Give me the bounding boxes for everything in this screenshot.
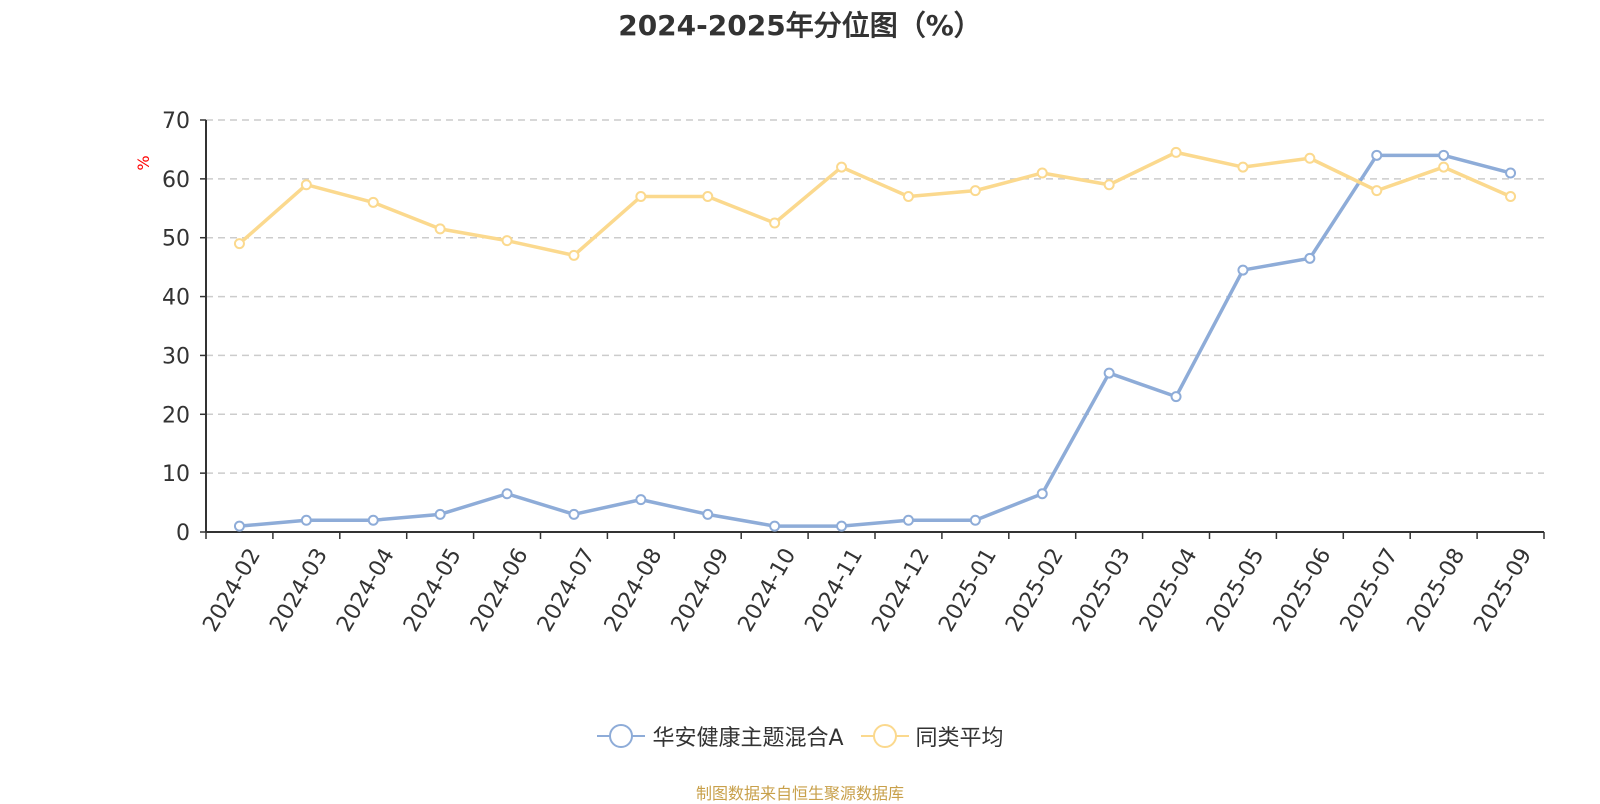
data-point[interactable] [1304,152,1316,164]
y-tick-label: 70 [162,109,190,134]
series-1 [233,146,1517,261]
y-tick-label: 40 [162,286,190,311]
data-point[interactable] [1438,149,1450,161]
legend-label: 同类平均 [915,726,1004,751]
data-point[interactable] [434,223,446,235]
data-point[interactable] [1170,146,1182,158]
x-tick-label: 2024-03 [265,544,333,636]
data-point[interactable] [769,520,781,532]
data-point[interactable] [1505,191,1517,203]
x-tick-label: 2024-07 [533,544,601,636]
chart-title: 2024-2025年分位图（%） [618,9,982,42]
legend[interactable]: 华安健康主题混合A 同类平均 [0,720,1600,752]
x-tick-label: 2025-02 [1001,544,1069,636]
x-tick-label: 2025-09 [1469,544,1537,636]
data-point[interactable] [635,191,647,203]
x-tick-label: 2024-06 [466,544,534,636]
y-tick-label: 50 [162,227,190,252]
source-note: 制图数据来自恒生聚源数据库 [695,784,904,803]
series-line [238,150,1512,258]
data-point[interactable] [1371,185,1383,197]
data-point[interactable] [300,514,312,526]
data-point[interactable] [1170,391,1182,403]
legend-item-0[interactable]: 华安健康主题混合A [596,720,844,752]
series-0 [233,149,1517,532]
data-point[interactable] [1438,161,1450,173]
data-point[interactable] [1304,252,1316,264]
grid-lines [206,119,1544,474]
x-tick-label: 2024-09 [667,544,735,636]
x-tick-label: 2025-05 [1202,544,1270,636]
data-point[interactable] [769,217,781,229]
x-tick-label: 2024-10 [734,544,802,636]
legend-label: 华安健康主题混合A [652,726,844,751]
data-point[interactable] [702,508,714,520]
y-tick-label: 60 [162,168,190,193]
legend-marker [597,724,646,748]
series-line [239,153,1511,528]
legend-marker [860,724,909,748]
data-point[interactable] [1505,167,1517,179]
data-point[interactable] [1103,367,1115,379]
legend-item-1[interactable]: 同类平均 [860,720,1004,752]
y-tick-label: 30 [162,344,190,369]
data-point[interactable] [902,514,914,526]
data-point[interactable] [969,514,981,526]
y-tick-label: 10 [162,462,190,487]
x-tick-label: 2024-02 [198,544,266,636]
data-point[interactable] [501,488,513,500]
x-tick-label: 2025-08 [1403,544,1471,636]
data-point[interactable] [434,508,446,520]
data-point[interactable] [1237,161,1249,173]
data-point[interactable] [1237,264,1249,276]
data-point[interactable] [233,238,245,250]
data-point[interactable] [233,520,245,532]
y-tick-label: 20 [162,403,190,428]
x-tick-label: 2024-11 [800,544,868,636]
data-point[interactable] [367,514,379,526]
series-lines [233,146,1517,532]
x-tick-label: 2024-04 [332,544,400,636]
data-point[interactable] [836,161,848,173]
x-tick-label: 2025-01 [934,544,1002,636]
y-axis-label: % [134,155,153,170]
data-point[interactable] [635,494,647,506]
data-point[interactable] [1036,167,1048,179]
data-point[interactable] [1371,149,1383,161]
x-tick-label: 2025-07 [1336,544,1404,636]
x-tick-label: 2024-08 [600,544,668,636]
x-tick-label: 2025-04 [1135,544,1203,636]
x-tick-label: 2024-05 [399,544,467,636]
data-point[interactable] [568,508,580,520]
x-tick-label: 2025-03 [1068,544,1136,636]
data-point[interactable] [300,179,312,191]
data-point[interactable] [367,196,379,208]
data-point[interactable] [702,191,714,203]
data-point[interactable] [501,235,513,247]
data-point[interactable] [836,520,848,532]
x-tick-label: 2024-12 [867,544,935,636]
data-point[interactable] [969,185,981,197]
data-point[interactable] [902,191,914,203]
x-tick-label: 2025-06 [1269,544,1337,636]
y-tick-label: 0 [176,521,190,546]
data-point[interactable] [1036,488,1048,500]
data-point[interactable] [1103,179,1115,191]
data-point[interactable] [568,249,580,261]
